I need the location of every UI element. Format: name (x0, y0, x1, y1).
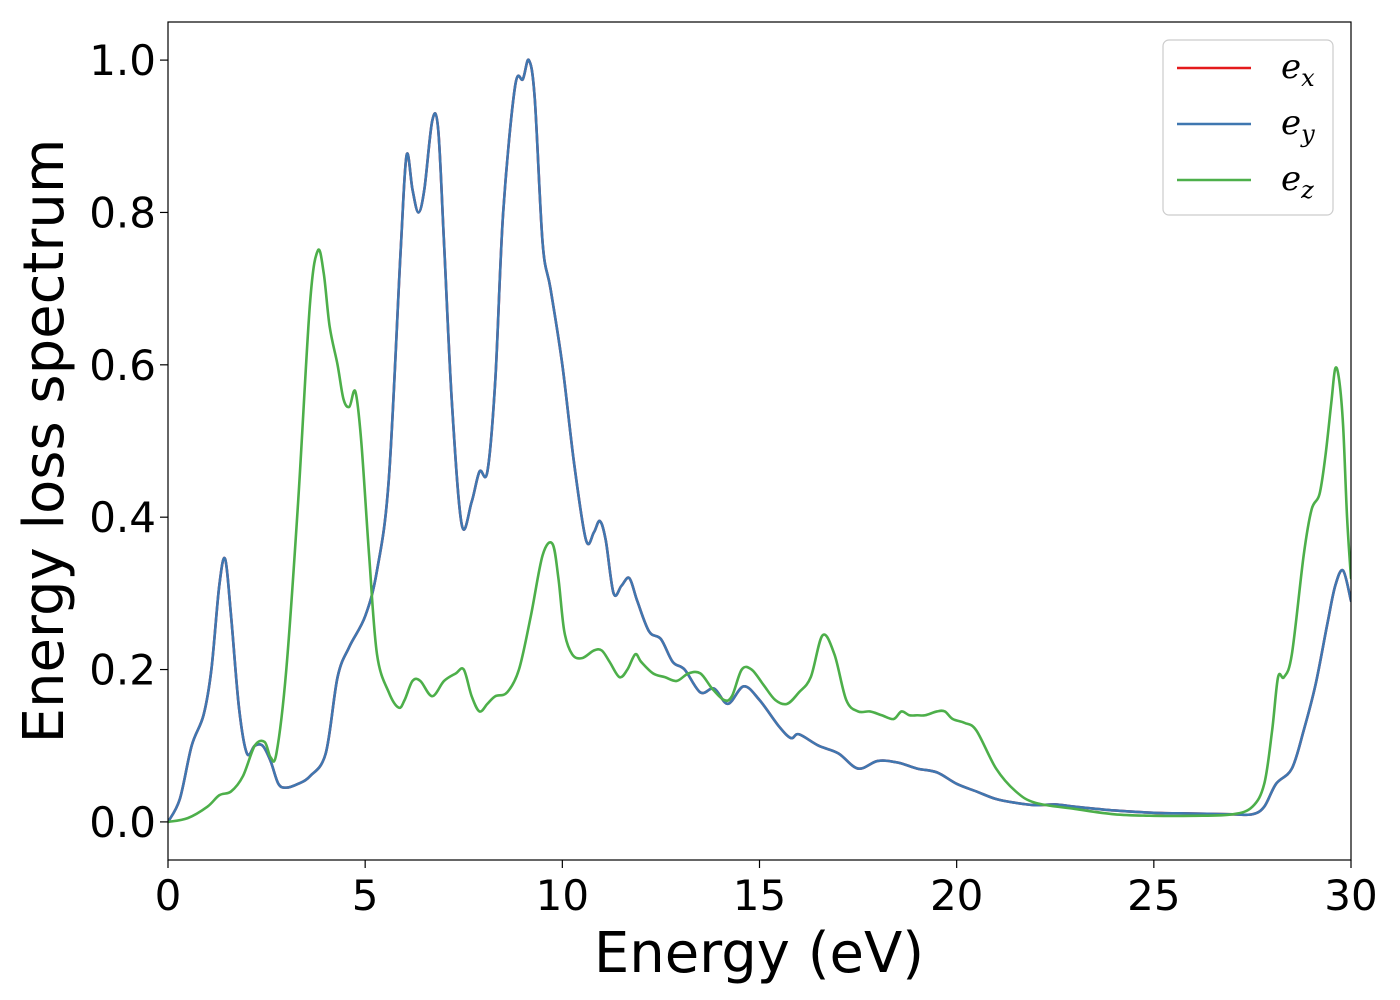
legend-label: ez (1281, 159, 1314, 204)
x-tick-label: 0 (155, 871, 182, 920)
x-tick-label: 30 (1324, 871, 1377, 920)
x-axis-title: Energy (eV) (594, 921, 924, 986)
y-axis: 0.0 0.2 0.4 0.6 0.8 1.0 (89, 36, 168, 847)
y-tick-label: 0.0 (89, 798, 156, 847)
x-tick-label: 20 (930, 871, 983, 920)
y-tick-label: 0.8 (89, 188, 156, 237)
series-line-e-z (168, 248, 1351, 824)
x-tick-label: 5 (352, 871, 379, 920)
series-lines (168, 58, 1351, 824)
y-tick-label: 0.4 (89, 493, 156, 542)
legend-label: ey (1281, 103, 1315, 148)
x-tick-label: 25 (1127, 871, 1180, 920)
legend: ex ey ez (1162, 39, 1334, 216)
y-tick-label: 1.0 (89, 36, 156, 85)
x-tick-label: 10 (536, 871, 589, 920)
plot-area (167, 21, 1352, 861)
y-tick-label: 0.6 (89, 341, 156, 390)
x-axis: 0 5 10 15 20 25 30 (155, 860, 1378, 920)
series-line-e-y (168, 58, 1351, 824)
x-tick-label: 15 (733, 871, 786, 920)
y-axis-title: Energy loss spectrum (12, 139, 77, 744)
y-tick-label: 0.2 (89, 646, 156, 695)
legend-box (1162, 39, 1334, 216)
legend-label: ex (1281, 47, 1315, 92)
